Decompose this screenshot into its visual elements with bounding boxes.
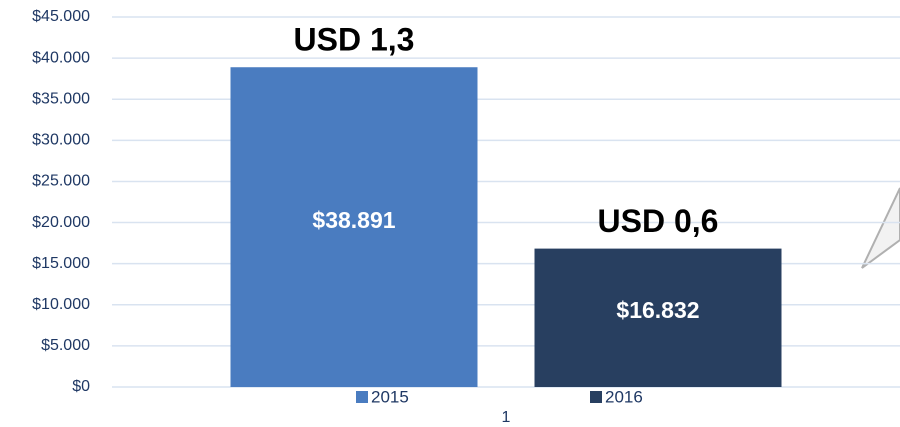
x-tick-label: 1 [502, 409, 511, 426]
y-tick-label: $40.000 [32, 49, 90, 66]
annotation: USD 0,6 [598, 203, 719, 239]
y-tick-label: $30.000 [32, 132, 90, 149]
legend-swatch [356, 391, 368, 403]
bar [230, 67, 478, 387]
y-tick-label: $25.000 [32, 173, 90, 190]
y-tick-label: $5.000 [41, 337, 90, 354]
legend-swatch [590, 391, 602, 403]
y-tick-label: $15.000 [32, 255, 90, 272]
data-label: $16.832 [616, 297, 699, 323]
y-tick-label: $20.000 [32, 214, 90, 231]
legend-label: 2015 [371, 387, 409, 406]
y-tick-label: $35.000 [32, 90, 90, 107]
data-label: $38.891 [312, 207, 395, 233]
legend-label: 2016 [605, 387, 643, 406]
y-tick-label: $0 [72, 378, 90, 395]
callout-shape [861, 187, 900, 269]
y-tick-label: $45.000 [32, 8, 90, 25]
annotation: USD 1,3 [294, 22, 415, 58]
bar [534, 248, 782, 387]
y-tick-label: $10.000 [32, 296, 90, 313]
